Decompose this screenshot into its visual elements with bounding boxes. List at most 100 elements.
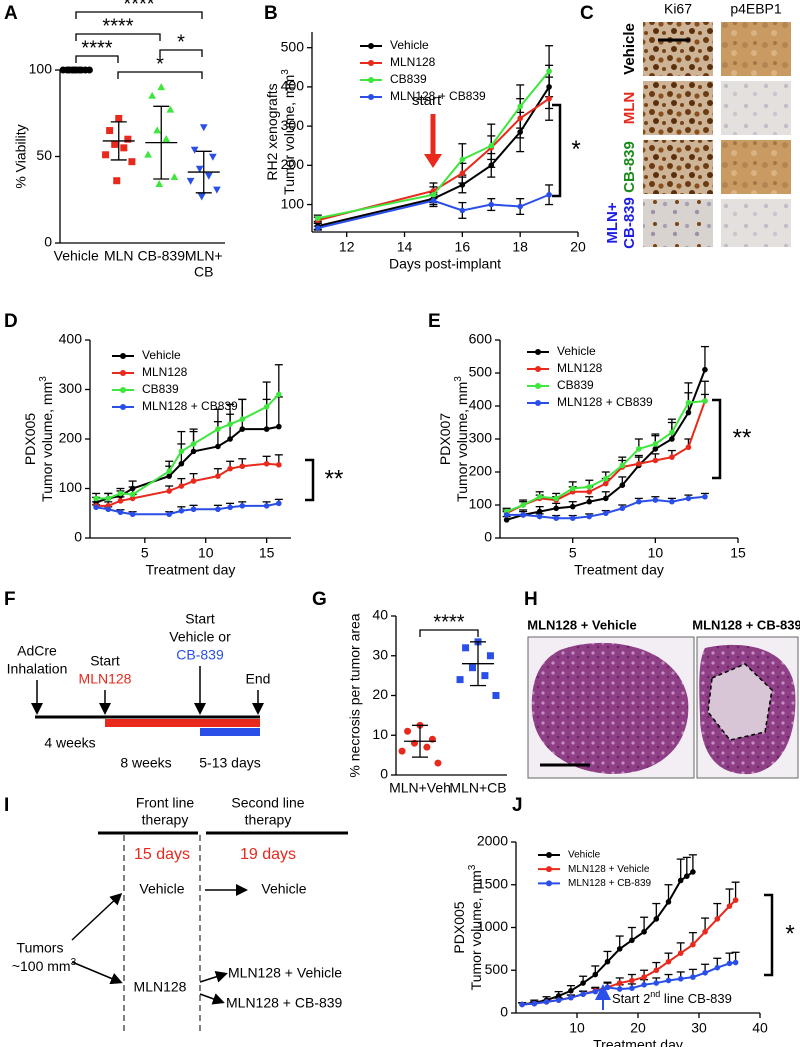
y-tick-label: 300 bbox=[469, 430, 493, 446]
marker bbox=[166, 468, 172, 474]
marker bbox=[227, 421, 233, 427]
marker bbox=[536, 508, 543, 515]
significance-label: * bbox=[177, 31, 185, 53]
marker bbox=[732, 959, 739, 966]
start-label: Tumors bbox=[17, 940, 64, 956]
y-tick-label: 200 bbox=[59, 430, 83, 446]
marker bbox=[120, 387, 126, 393]
marker bbox=[629, 985, 635, 992]
treatment-bar bbox=[105, 719, 260, 727]
marker bbox=[714, 964, 721, 971]
marker bbox=[430, 197, 437, 204]
x-tick-label: CB bbox=[194, 264, 213, 280]
column-header: Ki67 bbox=[664, 1, 692, 17]
superscript: 3 bbox=[453, 376, 464, 382]
marker bbox=[434, 759, 442, 767]
start-label: ~100 mm3 bbox=[12, 957, 77, 974]
marker bbox=[619, 482, 626, 489]
x-axis-label: Treatment day bbox=[146, 562, 236, 578]
significance-label: * bbox=[156, 53, 164, 75]
phase-label: therapy bbox=[142, 812, 189, 828]
marker bbox=[619, 462, 626, 469]
series-line bbox=[96, 462, 279, 507]
marker bbox=[113, 177, 121, 185]
marker bbox=[592, 971, 599, 978]
marker bbox=[520, 502, 526, 508]
marker bbox=[197, 193, 206, 201]
event-label: Vehicle or bbox=[169, 629, 231, 645]
marker bbox=[239, 416, 246, 423]
marker bbox=[684, 873, 690, 879]
marker bbox=[106, 127, 114, 135]
marker bbox=[166, 511, 172, 518]
x-tick-label: 10 bbox=[198, 545, 214, 561]
duration-label: 15 days bbox=[134, 846, 190, 863]
marker bbox=[568, 987, 574, 994]
marker bbox=[519, 1001, 525, 1008]
x-tick-label: 20 bbox=[630, 1020, 646, 1036]
x-tick-label: MLN bbox=[104, 248, 134, 264]
legend-label: Vehicle bbox=[390, 38, 429, 52]
marker bbox=[105, 506, 112, 513]
marker bbox=[690, 941, 696, 948]
y-tick-label: 1500 bbox=[477, 875, 508, 891]
y-tick-label: 1000 bbox=[477, 918, 508, 934]
marker bbox=[616, 946, 623, 952]
marker bbox=[423, 743, 431, 751]
marker bbox=[604, 958, 611, 965]
series-line bbox=[317, 86, 550, 228]
significance-bracket bbox=[552, 103, 562, 198]
row-label: CB-839 bbox=[621, 197, 638, 249]
significance-bracket bbox=[419, 629, 479, 637]
x-tick-label: 12 bbox=[339, 239, 355, 255]
marker bbox=[677, 950, 684, 956]
marker bbox=[120, 404, 126, 410]
marker bbox=[619, 505, 626, 512]
legend-label: MLN128 bbox=[557, 361, 603, 375]
annotation-text: line CB-839 bbox=[660, 991, 732, 1006]
marker bbox=[546, 880, 552, 887]
marker bbox=[580, 991, 586, 997]
y-axis-label-text: PDX005 bbox=[451, 901, 467, 953]
marker bbox=[129, 491, 136, 498]
marker bbox=[117, 498, 124, 504]
marker bbox=[215, 443, 221, 450]
marker bbox=[120, 144, 128, 152]
marker bbox=[129, 511, 136, 518]
marker bbox=[276, 500, 282, 507]
marker bbox=[616, 986, 623, 992]
legend-label: CB839 bbox=[557, 378, 594, 392]
marker bbox=[459, 156, 466, 163]
row-label: Vehicle bbox=[621, 23, 638, 75]
marker bbox=[430, 191, 437, 198]
marker bbox=[546, 866, 552, 873]
marker bbox=[531, 1000, 538, 1007]
marker bbox=[546, 84, 552, 90]
stain-image bbox=[721, 22, 791, 76]
marker bbox=[553, 495, 559, 502]
legend-label: MLN128 + Vehicle bbox=[568, 864, 650, 875]
arrow bbox=[71, 961, 123, 985]
y-tick-label: 0 bbox=[74, 529, 82, 545]
marker bbox=[190, 478, 197, 484]
marker bbox=[536, 493, 543, 500]
y-axis-label: Tumor volume, mm3 bbox=[467, 864, 484, 990]
histology-panel: Ki67 p4EBP1 bbox=[643, 1, 791, 247]
legend-label: MLN128 bbox=[390, 55, 436, 69]
annotation-label: start bbox=[412, 92, 442, 109]
marker bbox=[368, 77, 374, 83]
marker bbox=[481, 672, 489, 680]
series-line bbox=[317, 193, 550, 230]
marker bbox=[555, 997, 562, 1003]
significance-bracket bbox=[159, 49, 203, 57]
y-tick-label: 400 bbox=[59, 331, 83, 347]
x-axis-label: Treatment day bbox=[593, 1037, 683, 1047]
marker bbox=[669, 436, 675, 442]
event-label: AdCre bbox=[17, 643, 57, 659]
panel-label: J bbox=[512, 795, 523, 816]
marker bbox=[604, 984, 611, 991]
marker bbox=[652, 497, 659, 503]
marker bbox=[459, 170, 466, 176]
x-tick-label: 10 bbox=[569, 1020, 585, 1036]
marker bbox=[368, 43, 374, 49]
